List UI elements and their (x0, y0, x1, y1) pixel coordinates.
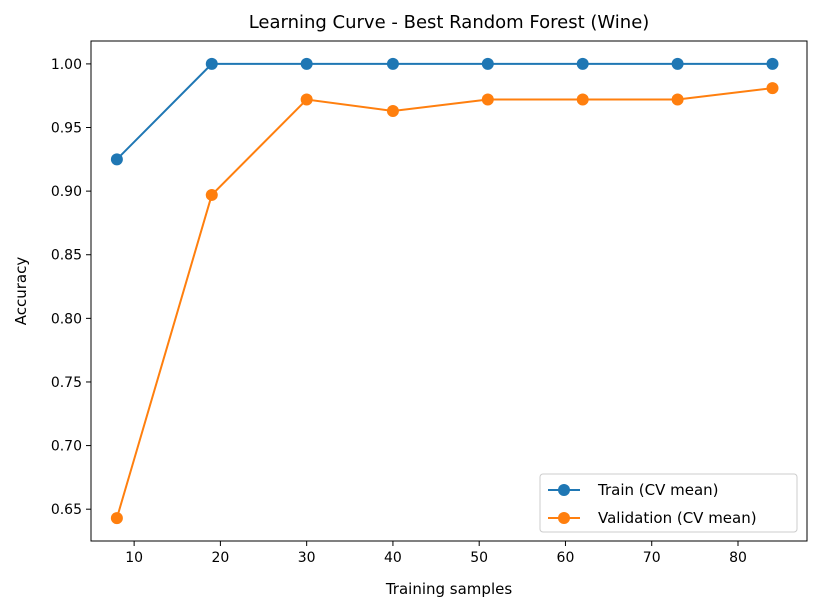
data-point (205, 57, 218, 70)
legend-box (539, 473, 798, 533)
data-point (110, 512, 123, 525)
x-tick-label: 50 (470, 550, 488, 566)
y-tick-label: 0.95 (51, 121, 82, 137)
x-tick-label: 30 (298, 550, 316, 566)
legend-label: Validation (CV mean) (598, 509, 757, 527)
data-point (300, 57, 313, 70)
data-point (481, 93, 494, 106)
x-tick-label: 60 (557, 550, 575, 566)
data-point (110, 153, 123, 166)
data-point (205, 188, 218, 201)
y-axis-label: Accuracy (12, 257, 30, 326)
legend-marker (558, 484, 570, 496)
x-tick-label: 20 (211, 550, 229, 566)
x-tick-label: 10 (125, 550, 143, 566)
y-tick-label: 0.80 (51, 311, 82, 327)
series-line-1 (115, 87, 773, 519)
data-point (576, 57, 589, 70)
data-point (386, 104, 399, 117)
plot-area: 10 20 30 40 50 60 70 80 0.65 0.70 0.75 0.80 0.85 0.90… (51, 40, 808, 566)
data-point (766, 57, 779, 70)
legend-label: Train (CV mean) (597, 481, 719, 499)
data-point (671, 57, 684, 70)
data-point (300, 93, 313, 106)
axes-frame (90, 40, 808, 542)
x-tick-label: 80 (729, 550, 747, 566)
data-point (386, 57, 399, 70)
x-axis-label: Training samples (385, 580, 512, 598)
data-point (576, 93, 589, 106)
x-tick-label: 70 (643, 550, 661, 566)
legend-marker (558, 512, 570, 524)
data-point (481, 57, 494, 70)
data-point (766, 82, 779, 95)
y-tick-label: 0.85 (51, 248, 82, 264)
y-tick-label: 0.75 (51, 375, 82, 391)
series-line-0 (116, 62, 773, 161)
y-tick-label: 0.65 (51, 502, 82, 518)
legend: Train (CV mean) Validation (CV mean) (539, 473, 798, 533)
y-tick-label: 1.00 (51, 57, 82, 73)
chart-title: Learning Curve - Best Random Forest (Win… (249, 12, 650, 33)
data-point (671, 93, 684, 106)
y-tick-label: 0.90 (51, 184, 82, 200)
y-tick-label: 0.70 (51, 439, 82, 455)
x-tick-label: 40 (384, 550, 402, 566)
